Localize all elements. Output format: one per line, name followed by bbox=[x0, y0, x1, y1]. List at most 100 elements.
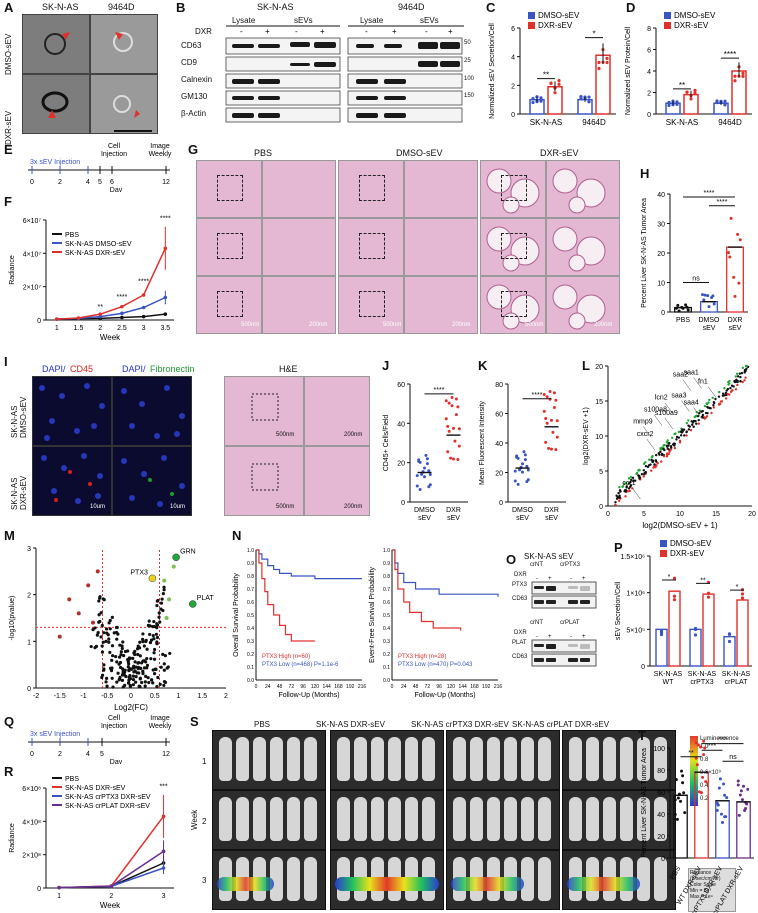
gene-point bbox=[654, 466, 657, 469]
mouse bbox=[304, 737, 317, 781]
N1-ytick: 0.0 bbox=[247, 678, 254, 684]
xtick-M: -2 bbox=[33, 693, 39, 700]
svg-text:-: - bbox=[425, 27, 428, 36]
protein-point bbox=[142, 666, 147, 670]
label-PTX3: PTX3 bbox=[130, 569, 148, 576]
chart-K-ytick-label: 60 bbox=[495, 412, 503, 419]
timeline-tick-label: 6 bbox=[110, 179, 114, 186]
o-cd63-2: CD63 bbox=[512, 654, 528, 660]
gene-point bbox=[685, 434, 688, 437]
chart-D-ytick-label: 4 bbox=[647, 69, 651, 76]
gene-point bbox=[725, 389, 728, 392]
o-plus: + bbox=[582, 634, 586, 640]
g-cyst bbox=[552, 226, 578, 252]
g-scale-500: 500nm bbox=[241, 322, 260, 328]
o-band bbox=[580, 586, 590, 591]
legend-R: SK-N-AS crPTX3 DXR-sEV bbox=[65, 794, 151, 801]
gene-point bbox=[710, 411, 713, 415]
protein-point bbox=[128, 656, 132, 660]
point-K-0 bbox=[521, 470, 524, 474]
he-dxr-low bbox=[224, 446, 304, 516]
chart-K-ytick-label: 40 bbox=[495, 441, 503, 448]
point-T-2 bbox=[723, 815, 727, 819]
point-C bbox=[531, 96, 535, 101]
protein-point bbox=[110, 644, 115, 648]
timeline-tick-label: 2 bbox=[58, 751, 62, 758]
protein-point bbox=[142, 644, 146, 648]
point-K-1 bbox=[554, 398, 558, 402]
point-K-0 bbox=[513, 469, 517, 473]
N2-ytick: 0.4 bbox=[383, 626, 390, 632]
point-T-3 bbox=[745, 802, 749, 806]
protein-point bbox=[154, 632, 158, 636]
o-minus: - bbox=[570, 634, 572, 640]
chart-M-ytick-label: 2 bbox=[27, 593, 31, 600]
gene-point bbox=[662, 455, 666, 458]
g-tissue-0-0-1 bbox=[262, 160, 336, 218]
sig-T: ** bbox=[688, 750, 694, 757]
g-tissue-1-0-0 bbox=[338, 160, 404, 218]
protein-point bbox=[158, 682, 162, 686]
protein-point bbox=[147, 619, 151, 623]
gene-point bbox=[743, 379, 746, 382]
point-T-2 bbox=[719, 812, 723, 816]
luminescence-signal bbox=[217, 877, 275, 891]
chart-C-ytick-label: 0 bbox=[511, 112, 515, 119]
xtick-F: 2.5 bbox=[117, 325, 127, 332]
panel-letter-l: L bbox=[582, 358, 590, 373]
protein-point bbox=[104, 680, 108, 684]
o-band bbox=[534, 586, 544, 589]
N2-ytick: 0.2 bbox=[383, 652, 390, 658]
protein-point bbox=[99, 635, 103, 639]
point-T-0 bbox=[674, 778, 678, 782]
gene-leader bbox=[664, 402, 674, 414]
g-inset-box bbox=[501, 291, 527, 317]
point-C bbox=[597, 60, 601, 65]
mouse bbox=[521, 737, 534, 781]
timeline-day: Day bbox=[110, 759, 123, 764]
bar-T-1 bbox=[694, 771, 709, 859]
s-colorbar-title: Luminescence bbox=[700, 736, 739, 742]
protein-point bbox=[115, 637, 119, 641]
protein-point bbox=[117, 678, 121, 682]
protein-down bbox=[86, 583, 91, 588]
N2-xlabel: Follow-Up (Months) bbox=[414, 692, 475, 699]
legend-R: SK-N-AS DXR-sEV bbox=[65, 785, 126, 792]
gene-point bbox=[614, 503, 617, 506]
N2-xtick: 72 bbox=[425, 684, 431, 690]
point-D bbox=[689, 97, 693, 101]
sig-T: *** bbox=[708, 743, 716, 750]
chart-k: 0 20 40 60 80 Mean Fluorescent Intensity DMSO s… bbox=[479, 382, 566, 522]
point-T-0 bbox=[679, 799, 682, 803]
point-C bbox=[587, 100, 591, 104]
chart-J-ytick-label: 60 bbox=[397, 382, 405, 389]
N2-ytick: 0.0 bbox=[383, 678, 390, 684]
panel-letter-h: H bbox=[640, 166, 650, 181]
mouse bbox=[487, 737, 500, 781]
s-radiance-box: Radiance (p/sec/cm²/sr) Color Scale Min … bbox=[688, 868, 736, 912]
g-cyst bbox=[552, 168, 578, 194]
chart-n-eventfree: 0.0 0.1 0.2 0.3 0.4 0.5 0.6 0.7 0.8 0.9 1.0 0 24 48 72… bbox=[369, 548, 502, 699]
protein-point bbox=[157, 615, 161, 619]
gene-point bbox=[735, 372, 739, 375]
o-band bbox=[546, 600, 556, 604]
gene-label-s100a9: s100a9 bbox=[655, 410, 678, 417]
legend-swatch-C bbox=[528, 22, 535, 29]
gene-point bbox=[650, 469, 653, 472]
point-C bbox=[535, 95, 539, 99]
protein-point bbox=[133, 660, 137, 664]
gene-point bbox=[679, 434, 683, 437]
chart-T-ytick-label: 40 bbox=[657, 812, 665, 819]
mw-150: 150 bbox=[464, 93, 475, 99]
xtick-M: 1.5 bbox=[197, 693, 207, 700]
g-inset-box bbox=[359, 291, 385, 317]
svg-text:+: + bbox=[320, 27, 325, 36]
panel-b-sevs-2: sEVs bbox=[420, 16, 439, 25]
protein-point bbox=[100, 673, 105, 677]
mouse bbox=[304, 797, 317, 841]
protein-point bbox=[149, 638, 154, 642]
point-J-1 bbox=[450, 395, 454, 399]
chart-J-ytick-label: 20 bbox=[397, 461, 405, 468]
mouse bbox=[569, 797, 582, 841]
gene-leader bbox=[664, 417, 674, 430]
